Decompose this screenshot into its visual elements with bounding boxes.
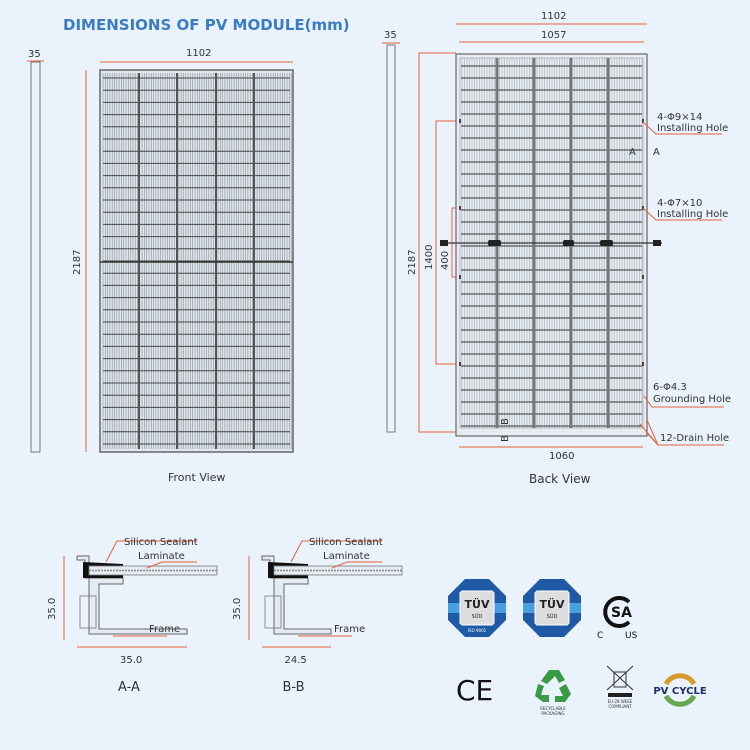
section-title: A-A: [118, 680, 140, 695]
installing-hole: [459, 275, 461, 279]
certification-logos: TÜV SÜD ISO 9001 TÜV SÜD SA C US CE RECY…: [448, 579, 707, 716]
ce-mark: CE: [456, 674, 493, 707]
frame-cavity: [264, 595, 282, 629]
svg-text:12-Drain Hole: 12-Drain Hole: [660, 433, 729, 444]
back-side-profile: 35: [382, 30, 400, 433]
laminate-label: Laminate: [323, 551, 370, 562]
svg-text:Installing Hole: Installing Hole: [657, 123, 728, 134]
svg-text:RECYCLABLE: RECYCLABLE: [540, 706, 566, 711]
svg-text:C: C: [597, 631, 603, 641]
installing-hole: [459, 362, 461, 366]
page-title: DIMENSIONS OF PV MODULE(mm): [63, 16, 350, 34]
back-width-inner-label: 1057: [541, 30, 566, 41]
svg-text:Grounding Hole: Grounding Hole: [653, 394, 731, 405]
section-b-marker-bottom: B: [500, 435, 511, 442]
back-view: 35 1102 1057 2187 1400 400 1060 A A B B …: [382, 11, 731, 486]
callout-installing-hole-large: 4-Φ9×14 Installing Hole: [642, 112, 728, 135]
svg-text:US: US: [625, 631, 638, 641]
back-width-bottom-label: 1060: [549, 451, 574, 462]
section-a-marker-right: A: [653, 147, 660, 158]
recycle-logo: RECYCLABLE PACKAGING: [535, 670, 571, 716]
installing-hole: [459, 119, 461, 123]
section-b-marker-top: B: [500, 418, 511, 425]
laminate-leader: [331, 561, 382, 569]
csa-logo: SA C US: [597, 596, 638, 641]
section-b-b: Silicon Sealant Laminate Frame 35.0 24.5 B-B: [232, 537, 403, 695]
sealant-label: Silicon Sealant: [309, 537, 383, 548]
section-title: B-B: [283, 680, 305, 695]
pv-cycle-logo: PV CYCLE: [653, 673, 707, 707]
svg-text:PACKAGING: PACKAGING: [541, 711, 564, 716]
frame-label: Frame: [334, 624, 365, 635]
laminate-label: Laminate: [138, 551, 185, 562]
front-panel: [99, 69, 294, 453]
callout-drain-hole: 12-Drain Hole: [639, 419, 729, 446]
svg-text:6-Φ4.3: 6-Φ4.3: [653, 382, 687, 393]
svg-text:COMPLIANT: COMPLIANT: [608, 704, 632, 709]
front-side-profile: 35: [27, 49, 44, 453]
height-label: 35.0: [47, 598, 58, 620]
back-width-outer-label: 1102: [541, 11, 566, 22]
width-label: 35.0: [120, 655, 142, 666]
front-width-label: 1102: [186, 48, 211, 59]
svg-text:TÜV: TÜV: [540, 597, 565, 611]
front-height-label: 2187: [72, 250, 83, 275]
callout-grounding-hole: 6-Φ4.3 Grounding Hole: [643, 382, 731, 408]
back-height-label: 2187: [407, 250, 418, 275]
svg-text:TÜV: TÜV: [465, 597, 490, 611]
tuv-product-logo: TÜV SÜD: [523, 579, 581, 637]
junction-cable: [440, 240, 662, 246]
sealant-leader: [290, 540, 382, 563]
installing-hole: [642, 362, 644, 366]
back-panel: [455, 53, 648, 437]
installing-hole: [642, 275, 644, 279]
sealant-leader: [105, 540, 197, 563]
installing-hole: [459, 206, 461, 210]
section-a-a: Silicon Sealant Laminate Frame 35.0 35.0 A-A: [47, 537, 218, 695]
installing-hole: [642, 119, 644, 123]
back-thickness-label: 35: [384, 30, 397, 41]
panel-frame: [455, 53, 648, 437]
weee-logo: EU-28 WEEE COMPLIANT: [606, 665, 634, 709]
hole-spacing-1400-label: 1400: [424, 245, 435, 270]
front-view: 35 1102 2187 Front View: [27, 48, 294, 484]
front-view-label: Front View: [168, 471, 225, 484]
svg-text:4-Φ9×14: 4-Φ9×14: [657, 112, 702, 123]
back-view-label: Back View: [529, 472, 591, 486]
frame-cavity: [79, 595, 97, 629]
width-label: 24.5: [285, 655, 307, 666]
svg-text:SÜD: SÜD: [472, 613, 483, 620]
callout-installing-hole-small: 4-Φ7×10 Installing Hole: [642, 198, 728, 221]
svg-text:4-Φ7×10: 4-Φ7×10: [657, 198, 702, 209]
sealant-label: Silicon Sealant: [124, 537, 198, 548]
svg-text:ISO 9001: ISO 9001: [468, 628, 487, 633]
svg-text:PV CYCLE: PV CYCLE: [653, 686, 706, 697]
svg-text:SÜD: SÜD: [547, 613, 558, 620]
svg-text:Installing Hole: Installing Hole: [657, 209, 728, 220]
svg-text:EU-28 WEEE: EU-28 WEEE: [608, 699, 633, 704]
tuv-iso9001-logo: TÜV SÜD ISO 9001: [448, 579, 506, 637]
frame-label: Frame: [149, 624, 180, 635]
section-a-marker-left: A: [629, 147, 636, 158]
front-thickness-label: 35: [28, 49, 41, 60]
hole-spacing-400-label: 400: [440, 251, 451, 270]
frame-profile: [261, 555, 332, 635]
laminate-leader: [146, 561, 197, 569]
svg-text:SA: SA: [611, 605, 632, 621]
height-label: 35.0: [232, 598, 243, 620]
